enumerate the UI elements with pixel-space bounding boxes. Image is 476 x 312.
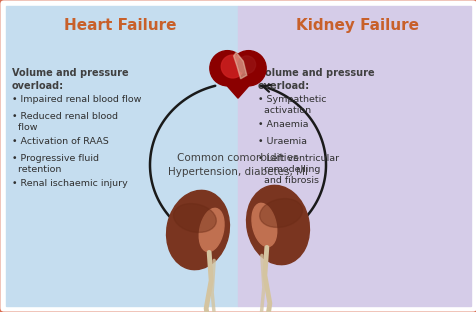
Polygon shape <box>233 52 246 79</box>
Text: • Left ventricular
  remodelling
  and fibrosis: • Left ventricular remodelling and fibro… <box>258 154 338 185</box>
Text: • Reduced renal blood
  flow: • Reduced renal blood flow <box>12 112 118 132</box>
Circle shape <box>209 51 245 86</box>
Text: • Progressive fluid
  retention: • Progressive fluid retention <box>12 154 99 174</box>
Circle shape <box>230 51 266 86</box>
Text: Volume and pressure
overload:: Volume and pressure overload: <box>12 68 129 91</box>
Text: Kidney Failure: Kidney Failure <box>296 18 418 33</box>
Polygon shape <box>211 68 264 98</box>
Text: • Anaemia: • Anaemia <box>258 120 308 129</box>
Circle shape <box>221 55 244 78</box>
Ellipse shape <box>173 204 216 232</box>
Text: Volume and pressure
overload:: Volume and pressure overload: <box>258 68 374 91</box>
Text: • Uraemia: • Uraemia <box>258 137 307 146</box>
Text: • Activation of RAAS: • Activation of RAAS <box>12 137 109 146</box>
Text: • Sympathetic
  activation: • Sympathetic activation <box>258 95 326 115</box>
Text: • Renal ischaemic injury: • Renal ischaemic injury <box>12 179 128 188</box>
Polygon shape <box>6 6 238 306</box>
Ellipse shape <box>166 190 229 270</box>
Ellipse shape <box>246 185 309 265</box>
Ellipse shape <box>199 208 224 252</box>
Text: Heart Failure: Heart Failure <box>64 18 176 33</box>
Circle shape <box>238 56 255 74</box>
Ellipse shape <box>251 203 276 247</box>
Ellipse shape <box>259 198 302 227</box>
Text: Common comorbidities
Hypertension, diabetes, MI: Common comorbidities Hypertension, diabe… <box>168 153 307 177</box>
Polygon shape <box>238 6 470 306</box>
Text: • Impaired renal blood flow: • Impaired renal blood flow <box>12 95 141 104</box>
